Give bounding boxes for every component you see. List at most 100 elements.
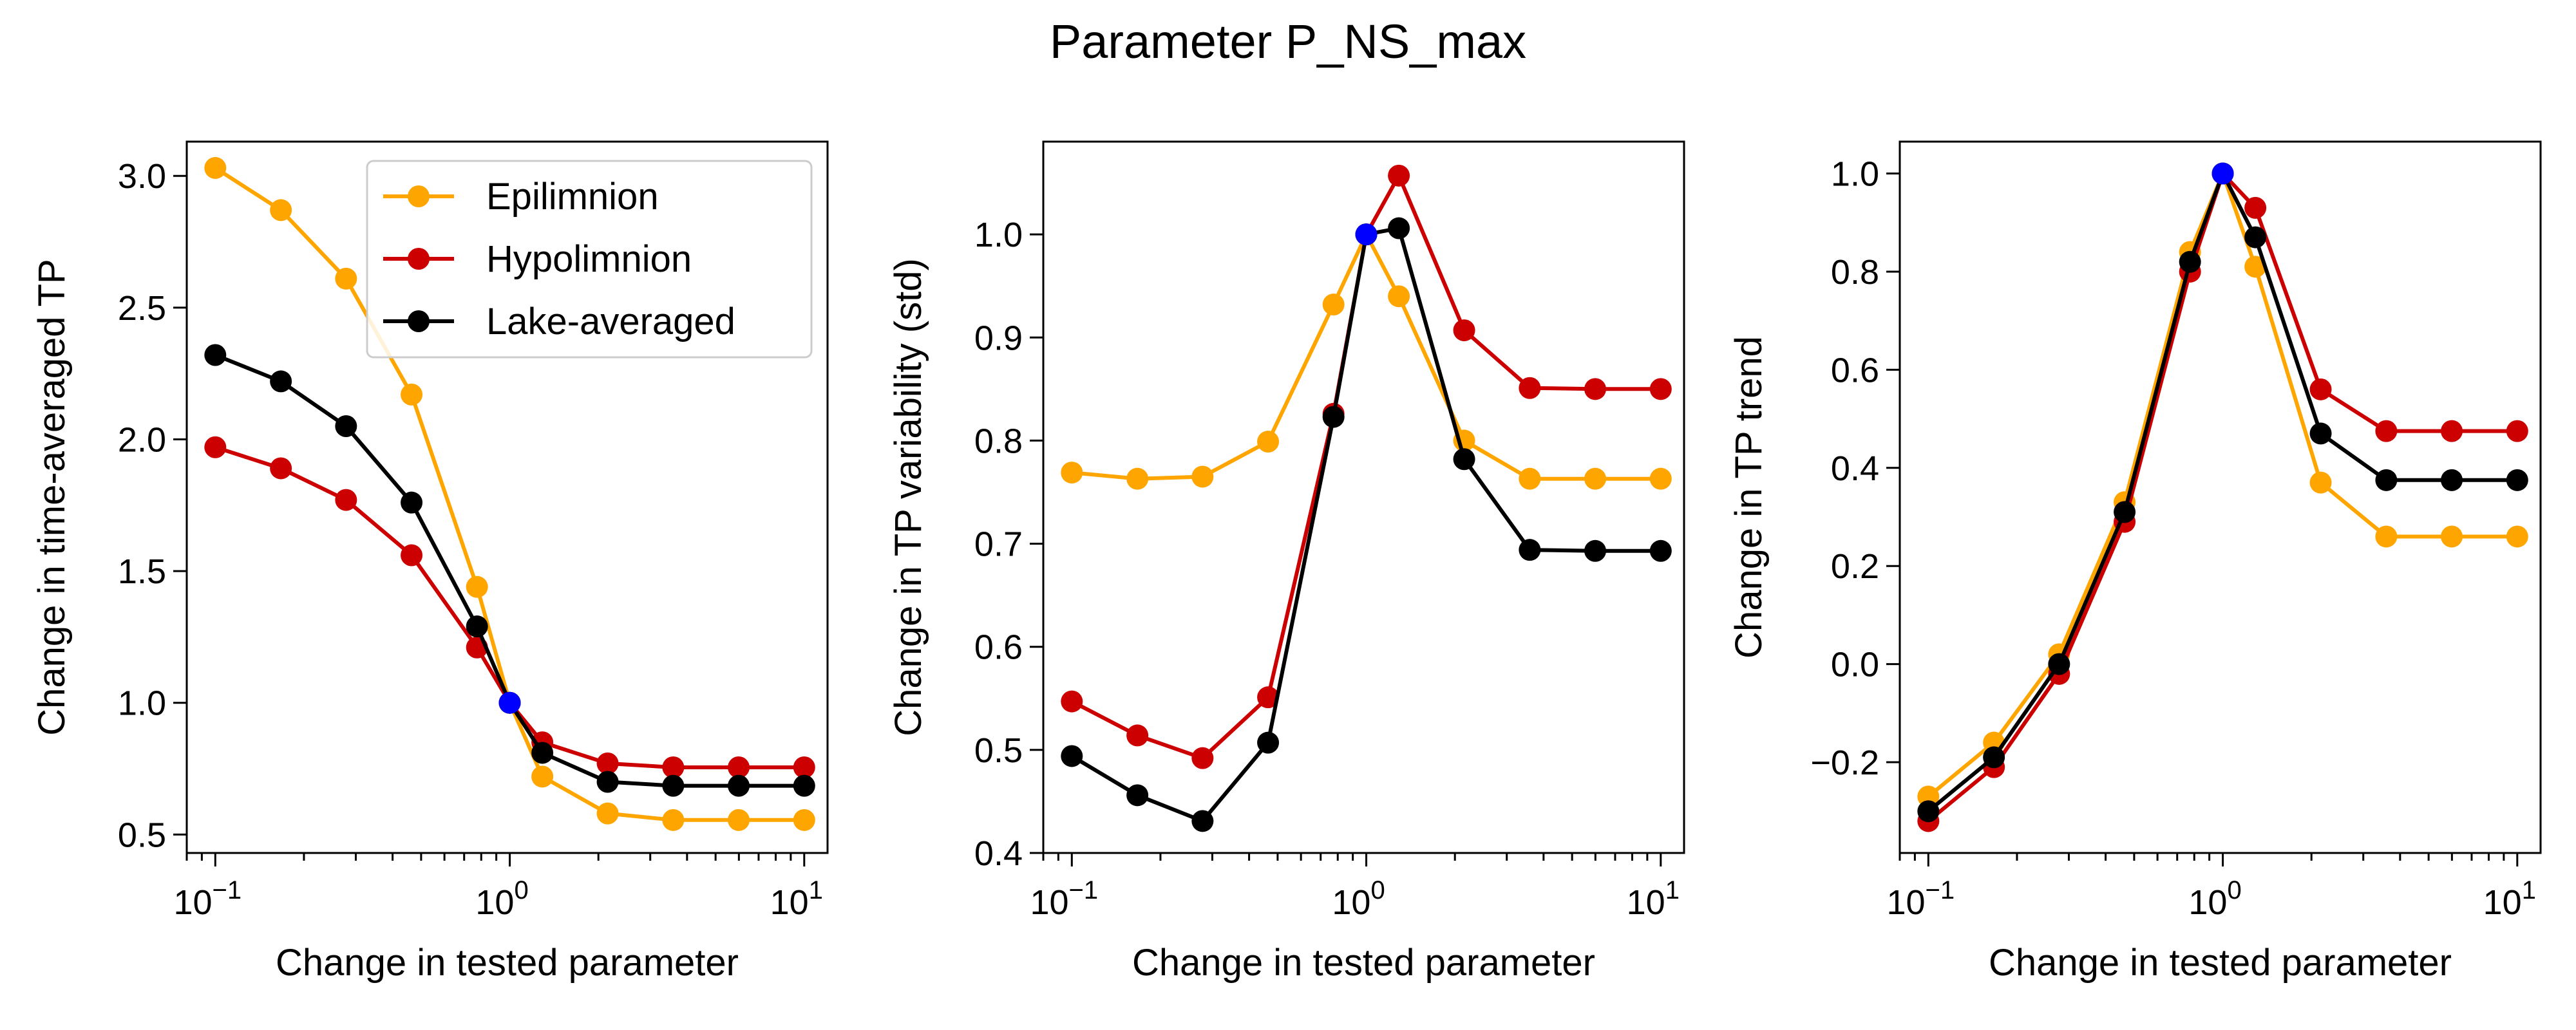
data-point-lake-averaged [2441, 469, 2463, 491]
legend-marker [408, 310, 430, 332]
data-point-hypolimnion [1519, 377, 1541, 399]
data-point-hypolimnion [1453, 319, 1475, 342]
data-point-lake-averaged [2114, 501, 2136, 523]
x-tick-label: 100 [2188, 876, 2241, 922]
data-point-lake-averaged [1983, 746, 2005, 769]
y-tick-label: 0.0 [1831, 646, 1879, 684]
x-tick-label: 100 [475, 876, 528, 922]
reference-point [2211, 162, 2234, 185]
x-axis-label: Change in tested parameter [1132, 942, 1595, 984]
x-tick-label-base: 10 [1332, 883, 1370, 922]
data-point-lake-averaged [1191, 810, 1214, 832]
data-point-epilimnion [1519, 467, 1541, 490]
y-tick-label: 0.8 [1831, 253, 1879, 292]
axes-frame [1042, 140, 1685, 854]
data-point-hypolimnion [1388, 164, 1410, 187]
legend-label: Hypolimnion [486, 238, 692, 280]
x-tick-label: 101 [1627, 876, 1680, 922]
data-point-hypolimnion [1584, 378, 1607, 400]
x-tick-label-base: 10 [475, 883, 514, 922]
legend: Epilimnion Hypolimnion Lake-averaged [366, 160, 813, 359]
figure-title: Parameter P_NS_max [1050, 15, 1526, 68]
x-axis-label: Change in tested parameter [276, 942, 739, 984]
x-tick-label-base: 10 [2188, 883, 2227, 922]
series-line-epilimnion [1927, 171, 2517, 798]
data-point-epilimnion [1191, 465, 1214, 488]
x-tick-label: 101 [2483, 876, 2536, 922]
y-tick-label: 1.0 [1831, 155, 1879, 194]
y-tick-label: 0.2 [1831, 547, 1879, 586]
data-point-hypolimnion [1257, 686, 1280, 709]
data-point-epilimnion [1061, 462, 1083, 484]
series-line-lake-averaged [1070, 226, 1661, 823]
data-point-hypolimnion [1191, 747, 1214, 769]
data-point-lake-averaged [1453, 448, 1475, 471]
data-point-lake-averaged [1649, 539, 1672, 562]
x-tick-label-exponent: 0 [514, 876, 528, 904]
data-point-epilimnion [2244, 256, 2267, 278]
y-tick-label: 0.6 [1831, 351, 1879, 389]
data-point-lake-averaged [1519, 539, 1541, 561]
data-point-epilimnion [1126, 467, 1149, 490]
x-tick-label-base: 10 [1627, 883, 1665, 922]
legend-marker [408, 185, 430, 207]
x-tick-label: 10−1 [173, 876, 242, 922]
x-tick-label: 10−1 [1886, 876, 1955, 922]
axes-frame [1899, 140, 2542, 854]
data-point-hypolimnion [204, 436, 227, 458]
data-point-hypolimnion [662, 756, 685, 778]
data-point-hypolimnion [335, 489, 357, 511]
data-point-epilimnion [2375, 525, 2398, 548]
x-tick-label-exponent: 1 [809, 876, 823, 904]
data-point-epilimnion [466, 576, 488, 598]
legend-label: Lake-averaged [486, 301, 735, 342]
y-tick-label: 1.0 [974, 216, 1023, 254]
data-point-lake-averaged [728, 774, 750, 797]
x-tick-label-base: 10 [2483, 883, 2522, 922]
data-point-lake-averaged [1126, 784, 1149, 807]
data-point-epilimnion [662, 809, 685, 831]
data-point-epilimnion [1649, 467, 1672, 490]
data-point-hypolimnion [728, 756, 750, 778]
data-point-lake-averaged [204, 344, 227, 366]
data-point-lake-averaged [1917, 800, 1940, 823]
data-point-hypolimnion [2441, 420, 2463, 442]
data-point-lake-averaged [2048, 653, 2070, 675]
y-tick-label: −0.2 [1810, 744, 1879, 782]
data-point-hypolimnion [401, 544, 423, 566]
y-tick-label: 3.0 [118, 157, 166, 196]
y-tick-label: 2.5 [118, 289, 166, 328]
series-line-hypolimnion [1070, 173, 1661, 760]
x-tick-label-base: 10 [173, 883, 212, 922]
data-point-epilimnion [270, 199, 292, 221]
series-line-hypolimnion [214, 445, 804, 769]
data-point-lake-averaged [1322, 406, 1345, 428]
legend-box [366, 160, 813, 359]
data-point-lake-averaged [2179, 250, 2201, 273]
data-point-lake-averaged [270, 370, 292, 393]
y-tick-label: 2.0 [118, 420, 166, 459]
x-tick-label-exponent: −1 [213, 876, 242, 904]
series-line-epilimnion [1072, 232, 1661, 481]
x-tick-label-exponent: −1 [1926, 876, 1955, 904]
reference-point [1355, 223, 1378, 246]
data-point-lake-averaged [2309, 422, 2332, 445]
x-tick-label-exponent: 1 [1665, 876, 1680, 904]
y-tick-label: 1.0 [118, 684, 166, 723]
y-axis-label: Change in TP variability (std) [887, 258, 929, 736]
data-point-epilimnion [2441, 525, 2463, 548]
data-point-lake-averaged [596, 771, 619, 793]
series-line-lake-averaged [1927, 171, 2517, 813]
series-line-lake-averaged [214, 353, 804, 788]
legend-marker [408, 248, 430, 270]
data-point-epilimnion [1388, 285, 1410, 308]
data-point-hypolimnion [2506, 420, 2528, 442]
x-tick-label-base: 10 [770, 883, 809, 922]
data-point-hypolimnion [2375, 420, 2398, 442]
y-tick-label: 0.5 [118, 816, 166, 854]
data-point-lake-averaged [1257, 731, 1280, 754]
